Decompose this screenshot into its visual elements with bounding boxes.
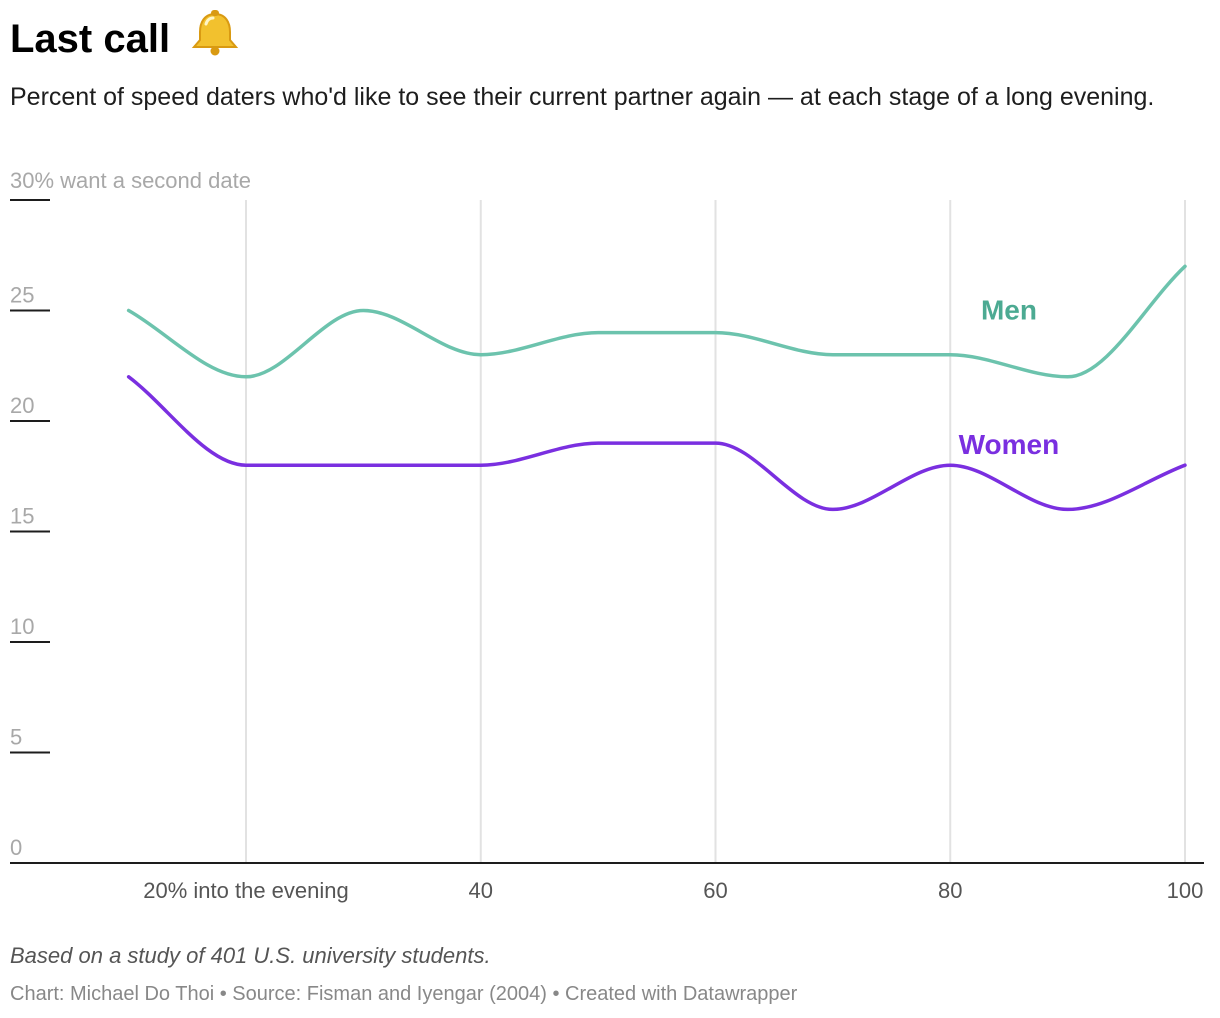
chart-title: Last call [10, 10, 241, 69]
chart-note: Based on a study of 401 U.S. university … [10, 943, 491, 968]
y-axis-label: 30% want a second date [10, 168, 251, 193]
series-line-women [126, 375, 1187, 512]
y-tick-label-10: 10 [10, 614, 34, 639]
x-axis: 20% into the evening 40 60 80 100 [10, 862, 1204, 903]
x-tick-label-40: 40 [469, 878, 493, 903]
y-tick-label-20: 20 [10, 393, 34, 418]
series-label-men: Men [981, 294, 1037, 325]
y-tick-label-0: 0 [10, 835, 22, 860]
x-tick-label-100: 100 [1167, 878, 1204, 903]
chart-title-text: Last call [10, 17, 171, 61]
y-axis-ticks: 25 20 15 10 5 0 [10, 199, 50, 860]
grid-lines [245, 200, 1186, 863]
bell-icon [189, 10, 241, 69]
chart-subtitle: Percent of speed daters who'd like to se… [10, 83, 1155, 111]
series-label-women: Women [959, 429, 1060, 460]
y-tick-label-15: 15 [10, 504, 34, 529]
chart-credit: Chart: Michael Do Thoi • Source: Fisman … [10, 983, 798, 1005]
y-tick-label-5: 5 [10, 725, 22, 750]
x-tick-label-60: 60 [703, 878, 727, 903]
line-chart: 25 20 15 10 5 0 Men Women 20% into the evening… [10, 199, 1204, 903]
x-tick-label-20: 20% into the evening [143, 878, 349, 903]
series-line-men [126, 264, 1187, 379]
series-lines [126, 264, 1187, 512]
x-tick-label-80: 80 [938, 878, 962, 903]
series-labels: Men Women [959, 294, 1060, 460]
y-tick-label-25: 25 [10, 283, 34, 308]
